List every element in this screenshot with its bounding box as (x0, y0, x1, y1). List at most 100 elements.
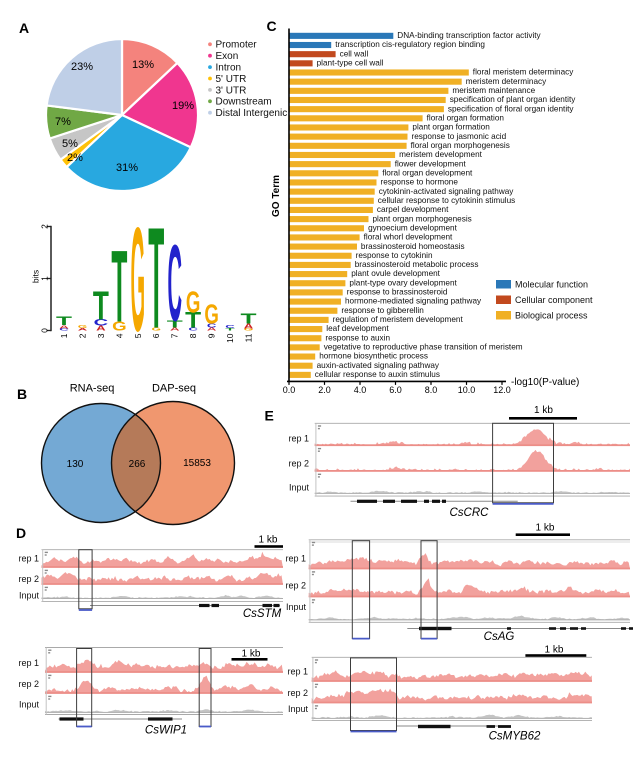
svg-text:plant organ formation: plant organ formation (412, 123, 490, 132)
svg-text:5%: 5% (62, 138, 78, 150)
svg-text:Distal Intergenic: Distal Intergenic (216, 108, 288, 119)
svg-text:G: G (112, 319, 127, 334)
svg-text:4: 4 (114, 333, 124, 338)
svg-text:floral meristem determinacy: floral meristem determinacy (473, 68, 574, 77)
svg-text:rep 1: rep 1 (18, 554, 39, 564)
svg-text:Exon: Exon (216, 51, 239, 62)
svg-text:cellular response to auxin sti: cellular response to auxin stimulus (315, 370, 440, 379)
svg-text:G: G (244, 328, 254, 332)
svg-text:G: G (78, 324, 87, 329)
svg-text:3: 3 (96, 333, 106, 338)
svg-text:10.0: 10.0 (458, 385, 476, 395)
svg-text:CsCRC: CsCRC (450, 507, 490, 519)
svg-text:5: 5 (133, 333, 143, 338)
svg-text:A: A (59, 325, 69, 330)
svg-text:floral organ morphogenesis: floral organ morphogenesis (411, 141, 510, 150)
svg-text:T: T (93, 284, 109, 329)
svg-text:rep 2: rep 2 (285, 581, 306, 591)
svg-text:Input: Input (288, 704, 309, 714)
svg-text:C: C (167, 222, 181, 344)
svg-text:Downstream: Downstream (216, 97, 272, 108)
svg-text:CsSTM: CsSTM (243, 608, 282, 620)
svg-text:3' UTR: 3' UTR (216, 85, 247, 96)
svg-text:T: T (241, 311, 257, 327)
svg-text:leaf development: leaf development (326, 324, 389, 333)
svg-text:2.0: 2.0 (318, 385, 331, 395)
svg-text:T: T (56, 315, 73, 328)
svg-text:plant-type ovary development: plant-type ovary development (349, 278, 457, 287)
svg-text:A: A (96, 324, 106, 332)
svg-text:T: T (225, 328, 235, 332)
svg-text:cell wall: cell wall (340, 49, 369, 58)
svg-text:Input: Input (19, 590, 40, 600)
svg-text:6: 6 (151, 333, 161, 338)
svg-text:13%: 13% (132, 59, 154, 71)
svg-text:meristem maintenance: meristem maintenance (452, 86, 535, 95)
svg-text:0: 0 (40, 328, 50, 333)
svg-text:0.0: 0.0 (283, 385, 296, 395)
svg-text:rep 2: rep 2 (18, 679, 39, 689)
svg-text:C: C (94, 318, 108, 328)
svg-text:A: A (78, 328, 88, 332)
svg-text:floral organ formation: floral organ formation (427, 113, 505, 122)
svg-text:Molecular function: Molecular function (515, 280, 588, 290)
svg-text:rep 2: rep 2 (18, 574, 39, 584)
svg-text:1 kb: 1 kb (242, 649, 261, 660)
svg-text:1 kb: 1 kb (545, 644, 564, 655)
svg-text:rep 2: rep 2 (288, 459, 309, 469)
svg-text:G: G (186, 286, 200, 320)
svg-text:hormone-mediated signaling pat: hormone-mediated signaling pathway (345, 297, 482, 306)
svg-text:auxin-activated signaling path: auxin-activated signaling pathway (317, 361, 440, 370)
svg-text:meristem determinacy: meristem determinacy (466, 77, 547, 86)
svg-text:A: A (170, 327, 180, 332)
svg-text:GO Term: GO Term (271, 175, 282, 217)
svg-text:D: D (16, 525, 26, 541)
svg-text:C: C (188, 327, 198, 332)
svg-text:C: C (225, 324, 235, 329)
svg-text:Promoter: Promoter (216, 40, 258, 51)
svg-text:floral organ development: floral organ development (382, 168, 473, 177)
svg-text:cellular response to cytokinin: cellular response to cytokinin stimulus (378, 196, 515, 205)
svg-text:Input: Input (286, 602, 307, 612)
svg-text:brassinosteroid metabolic proc: brassinosteroid metabolic process (355, 260, 479, 269)
svg-text:DAP-seq: DAP-seq (152, 383, 196, 395)
svg-text:response to gibberellin: response to gibberellin (341, 306, 424, 315)
svg-text:19%: 19% (172, 100, 194, 112)
svg-text:G: G (204, 299, 218, 329)
svg-text:31%: 31% (116, 162, 138, 174)
svg-text:plant organ morphogenesis: plant organ morphogenesis (373, 214, 472, 223)
svg-text:1 kb: 1 kb (534, 405, 553, 416)
svg-text:hormone biosynthetic process: hormone biosynthetic process (319, 352, 428, 361)
svg-text:C: C (59, 328, 69, 332)
svg-text:specification of plant organ i: specification of plant organ identity (450, 95, 577, 104)
svg-text:1: 1 (40, 276, 50, 281)
svg-text:CsWIP1: CsWIP1 (145, 725, 187, 737)
svg-text:8.0: 8.0 (425, 385, 438, 395)
svg-text:T: T (148, 197, 164, 358)
svg-text:1 kb: 1 kb (259, 535, 278, 546)
svg-text:Input: Input (19, 699, 40, 709)
svg-text:10: 10 (225, 333, 235, 343)
svg-text:A: A (19, 20, 29, 36)
svg-text:T: T (167, 319, 183, 330)
svg-text:response to auxin: response to auxin (325, 333, 390, 342)
svg-text:C: C (207, 323, 217, 329)
svg-text:7: 7 (170, 333, 180, 338)
svg-text:flower development: flower development (395, 159, 467, 168)
svg-text:carpel development: carpel development (377, 205, 449, 214)
svg-text:vegetative to reproductive pha: vegetative to reproductive phase transit… (324, 343, 523, 352)
svg-text:CsAG: CsAG (484, 631, 515, 643)
svg-text:rep 1: rep 1 (18, 658, 39, 668)
svg-text:T: T (185, 309, 201, 333)
svg-text:2: 2 (78, 333, 88, 338)
svg-text:Biological process: Biological process (515, 311, 588, 321)
svg-text:-log10(P-value): -log10(P-value) (511, 377, 579, 388)
svg-text:cytokinin-activated signaling: cytokinin-activated signaling pathway (379, 187, 515, 196)
svg-text:gynoecium development: gynoecium development (368, 223, 457, 232)
svg-text:15853: 15853 (183, 458, 211, 469)
svg-text:9: 9 (207, 333, 217, 338)
svg-text:response to brassinosteroid: response to brassinosteroid (347, 288, 448, 297)
svg-text:B: B (17, 386, 27, 402)
svg-text:C: C (267, 18, 277, 34)
svg-text:response to cytokinin: response to cytokinin (356, 251, 433, 260)
